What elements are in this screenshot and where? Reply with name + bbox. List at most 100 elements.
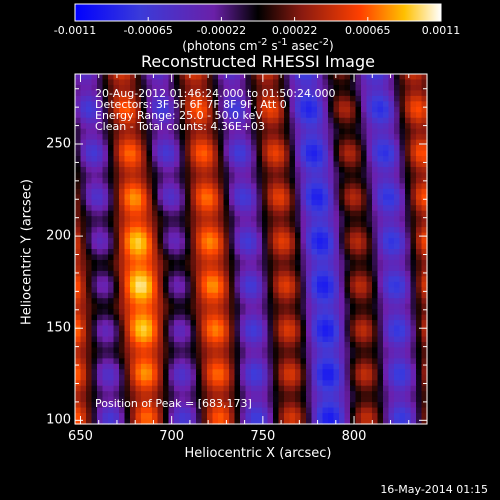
heatmap-cell	[102, 216, 109, 223]
heatmap-cell	[207, 134, 214, 141]
heatmap-cell	[399, 276, 406, 283]
heatmap-cell	[388, 352, 395, 359]
heatmap-cell	[190, 106, 197, 113]
heatmap-cell	[174, 227, 181, 234]
heatmap-cell	[350, 391, 357, 398]
heatmap-cell	[383, 380, 390, 387]
heatmap-cell	[355, 106, 362, 113]
heatmap-cell	[124, 139, 131, 146]
heatmap-cell	[80, 358, 87, 365]
heatmap-cell	[218, 106, 225, 113]
heatmap-cell	[355, 276, 362, 283]
heatmap-cell	[223, 413, 230, 420]
heatmap-cell	[146, 227, 153, 234]
heatmap-cell	[168, 123, 175, 130]
heatmap-cell	[185, 396, 192, 403]
heatmap-cell	[119, 325, 126, 332]
heatmap-cell	[273, 309, 280, 316]
heatmap-cell	[300, 134, 307, 141]
heatmap-cell	[119, 123, 126, 130]
heatmap-cell	[405, 95, 412, 102]
heatmap-cell	[306, 117, 313, 124]
heatmap-cell	[273, 243, 280, 250]
heatmap-cell	[394, 396, 401, 403]
heatmap-cell	[273, 172, 280, 179]
heatmap-cell	[284, 363, 291, 370]
heatmap-cell	[91, 259, 98, 267]
heatmap-cell	[196, 413, 203, 420]
heatmap-cell	[256, 418, 263, 425]
heatmap-cell	[229, 385, 236, 392]
heatmap-cell	[113, 320, 120, 327]
heatmap-cell	[130, 314, 137, 321]
heatmap-cell	[322, 177, 329, 184]
heatmap-cell	[113, 123, 120, 130]
heatmap-cell	[207, 407, 214, 414]
heatmap-cell	[366, 199, 373, 206]
heatmap-cell	[212, 90, 219, 97]
heatmap-cell	[168, 380, 175, 387]
heatmap-cell	[328, 303, 335, 310]
heatmap-cell	[383, 79, 390, 86]
heatmap-cell	[339, 74, 346, 81]
heatmap-cell	[421, 123, 428, 130]
heatmap-cell	[278, 84, 285, 92]
heatmap-cell	[267, 123, 274, 130]
heatmap-cell	[240, 265, 247, 272]
heatmap-cell	[223, 303, 230, 310]
heatmap-cell	[91, 325, 98, 332]
heatmap-cell	[97, 150, 104, 157]
heatmap-cell	[377, 101, 384, 108]
heatmap-cell	[80, 331, 87, 338]
heatmap-cell	[190, 358, 197, 365]
heatmap-cell	[372, 128, 379, 135]
heatmap-cell	[146, 238, 153, 245]
heatmap-cell	[201, 177, 208, 184]
heatmap-cell	[212, 380, 219, 387]
heatmap-cell	[410, 74, 417, 81]
heatmap-cell	[333, 325, 340, 332]
heatmap-cell	[86, 407, 93, 414]
heatmap-cell	[185, 369, 192, 376]
heatmap-cell	[201, 172, 208, 179]
heatmap-cell	[245, 232, 252, 239]
heatmap-cell	[289, 358, 296, 365]
heatmap-cell	[256, 199, 263, 206]
heatmap-cell	[218, 254, 225, 261]
heatmap-cell	[295, 177, 302, 184]
heatmap-cell	[245, 325, 252, 332]
heatmap-cell	[289, 123, 296, 130]
heatmap-cell	[256, 227, 263, 234]
heatmap-cell	[355, 161, 362, 168]
heatmap-cell	[350, 194, 357, 201]
heatmap-cell	[174, 117, 181, 124]
heatmap-cell	[130, 270, 137, 277]
heatmap-cell	[333, 270, 340, 277]
heatmap-cell	[383, 303, 390, 310]
heatmap-cell	[262, 117, 269, 124]
heatmap-cell	[361, 139, 368, 146]
heatmap-cell	[416, 216, 423, 223]
heatmap-cell	[223, 298, 230, 305]
heatmap-cell	[135, 161, 142, 168]
heatmap-cell	[267, 396, 274, 403]
heatmap-cell	[212, 407, 219, 414]
heatmap-cell	[207, 402, 214, 409]
heatmap-cell	[421, 227, 428, 234]
heatmap-cell	[245, 254, 252, 261]
heatmap-cell	[135, 166, 142, 174]
heatmap-cell	[256, 84, 263, 92]
heatmap-cell	[251, 210, 258, 217]
heatmap-cell	[421, 166, 428, 174]
heatmap-cell	[256, 298, 263, 305]
heatmap-cell	[174, 276, 181, 283]
heatmap-cell	[141, 194, 148, 201]
heatmap-cell	[394, 150, 401, 157]
heatmap-cell	[229, 298, 236, 305]
heatmap-cell	[317, 194, 324, 201]
heatmap-cell	[355, 166, 362, 174]
heatmap-cell	[97, 194, 104, 201]
heatmap-cell	[212, 205, 219, 212]
heatmap-cell	[141, 259, 148, 267]
heatmap-cell	[207, 243, 214, 250]
